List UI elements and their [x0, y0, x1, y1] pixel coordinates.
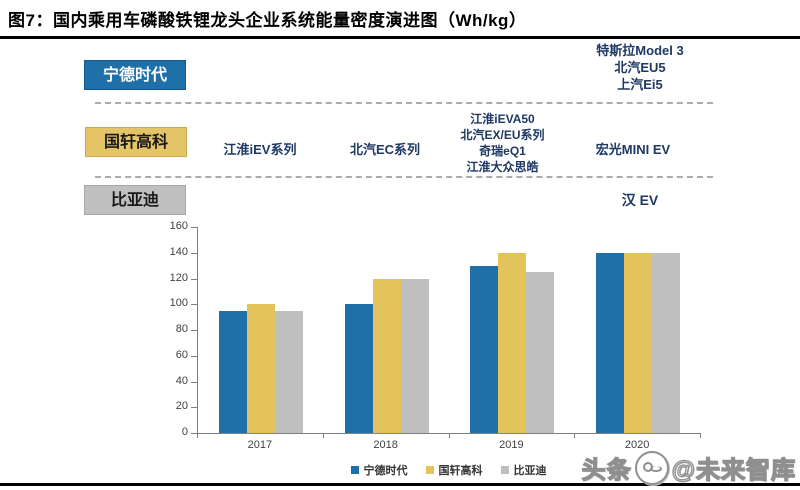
legend-label: 宁德时代	[363, 465, 408, 477]
annotation-line: 江淮大众思皓	[466, 160, 539, 174]
annotation-line: 奇瑞eQ1	[479, 144, 526, 158]
bar-series1-2020	[596, 252, 625, 433]
bar-series3-2020	[652, 252, 681, 433]
bar-series3-2018	[400, 278, 429, 433]
y-tick-mark	[191, 252, 197, 254]
bottom-divider	[0, 483, 800, 486]
bar-group-2017	[198, 227, 324, 433]
y-tick-mark	[191, 227, 197, 228]
annotation-line: 特斯拉Model 3	[596, 43, 684, 58]
annotation-gotion-2018: 北汽EC系列	[349, 142, 421, 157]
title-divider	[0, 36, 800, 39]
annotation-gotion-2019: 江淮iEVA50 北汽EX/EU系列 奇瑞eQ1 江淮大众思皓	[420, 111, 585, 175]
x-tick-label: 2018	[373, 439, 398, 451]
x-tick-mark	[700, 434, 701, 438]
bar-group-2019	[450, 227, 576, 433]
y-tick-mark	[191, 407, 197, 409]
x-tick-mark	[448, 434, 450, 438]
y-tick-label: 0	[181, 426, 188, 438]
legend-item-series3: 比亚迪	[500, 462, 547, 478]
annotation-line: 北汽EU5	[614, 60, 666, 75]
x-tick-mark	[574, 434, 576, 438]
x-tick-label: 2019	[499, 439, 524, 451]
bar-series2-2018	[372, 278, 401, 433]
company-label-gotion: 国轩高科	[85, 127, 187, 157]
bar-series3-2017	[274, 310, 303, 433]
legend-item-series2: 国轩高科	[425, 462, 483, 478]
bar-series3-2019	[526, 272, 555, 433]
x-tick-mark	[322, 434, 324, 438]
bar-group-2018	[324, 227, 450, 433]
y-tick-mark	[191, 381, 197, 383]
legend-swatch-icon	[350, 466, 359, 474]
legend-label: 比亚迪	[513, 465, 547, 477]
legend-swatch-icon	[425, 466, 434, 474]
bar-series2-2020	[624, 252, 653, 433]
annotation-line: 北汽EX/EU系列	[460, 128, 545, 142]
y-tick-label: 60	[175, 348, 188, 361]
y-tick-label: 20	[175, 400, 188, 413]
annotation-byd-2020: 汉 EV	[621, 192, 659, 208]
bar-series1-2019	[470, 265, 499, 433]
y-tick-label: 120	[169, 271, 188, 284]
y-tick-label: 140	[169, 245, 188, 258]
y-tick-mark	[191, 278, 197, 280]
annotation-line: 上汽Ei5	[617, 77, 663, 92]
legend-item-series1: 宁德时代	[350, 462, 408, 478]
y-tick-label: 40	[175, 374, 188, 387]
x-tick-mark	[197, 434, 198, 438]
annotation-line: 江淮iEVA50	[470, 112, 535, 126]
bar-series1-2018	[344, 304, 373, 433]
bar-chart-plot-area	[197, 227, 701, 434]
bar-series1-2017	[218, 310, 247, 433]
y-tick-mark	[191, 304, 197, 306]
row-divider-dashed	[95, 176, 713, 178]
y-tick-mark	[191, 433, 197, 434]
legend-label: 国轩高科	[438, 465, 483, 477]
y-tick-mark	[191, 355, 197, 357]
annotation-catl-2020-models: 特斯拉Model 3 北汽EU5 上汽Ei5	[555, 42, 725, 93]
annotation-gotion-2017: 江淮iEV系列	[223, 142, 297, 157]
x-tick-label: 2020	[624, 439, 650, 451]
company-label-catl: 宁德时代	[84, 60, 186, 90]
y-tick-label: 80	[175, 323, 188, 335]
annotation-gotion-2020: 宏光MINI EV	[595, 142, 671, 157]
bar-group-2020	[575, 227, 701, 433]
figure-title: 图7：国内乘用车磷酸铁锂龙头企业系统能量密度演进图（Wh/kg）	[8, 11, 527, 30]
company-label-byd: 比亚迪	[84, 185, 186, 215]
y-tick-label: 100	[169, 297, 188, 310]
bar-series2-2019	[498, 252, 527, 433]
bar-series2-2017	[246, 304, 275, 433]
chart-legend: 宁德时代 国轩高科 比亚迪	[197, 462, 700, 478]
row-divider-dashed	[95, 102, 713, 104]
y-tick-mark	[191, 330, 197, 331]
legend-swatch-icon	[500, 466, 509, 474]
x-tick-label: 2017	[247, 439, 273, 451]
y-tick-label: 160	[169, 220, 188, 232]
